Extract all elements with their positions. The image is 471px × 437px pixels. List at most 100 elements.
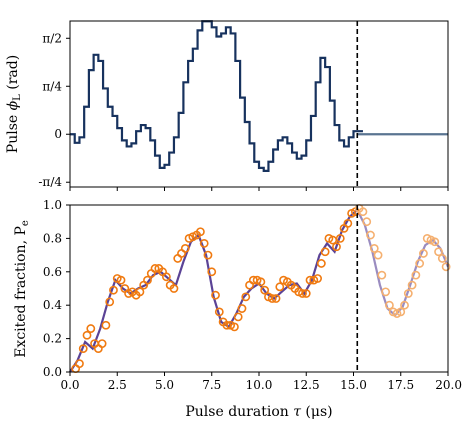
- bottom-x-axis-label-unit: (μs): [301, 404, 333, 420]
- data-point: [343, 218, 353, 228]
- bottom-y-ticks: 0.0 0.2 0.4 0.6 0.8 1.0: [43, 198, 70, 379]
- bottom-x-tick-label: 7.5: [202, 378, 221, 392]
- bottom-x-axis-label: Pulse duration τ (μs): [185, 404, 332, 420]
- data-point: [396, 307, 406, 317]
- data-point: [298, 289, 307, 298]
- bottom-y-tick-label: 0.2: [43, 332, 62, 346]
- data-point: [437, 254, 447, 263]
- data-point: [230, 322, 239, 332]
- data-point: [233, 312, 243, 322]
- data-point: [415, 259, 425, 268]
- data-point: [97, 339, 107, 349]
- data-point: [335, 233, 345, 243]
- top-y-tick-label: -π/4: [38, 175, 62, 189]
- bottom-x-tick-label: 15.0: [340, 378, 367, 392]
- data-point: [116, 275, 126, 285]
- bottom-x-tick-label: 17.5: [387, 378, 414, 392]
- data-point: [245, 280, 254, 290]
- data-point: [271, 294, 281, 303]
- data-point: [211, 290, 220, 300]
- data-point: [101, 320, 111, 330]
- data-point: [407, 280, 417, 290]
- bottom-y-axis-label: Excited fraction, Pe: [13, 220, 31, 358]
- top-y-axis-label: Pulse ϕL (rad): [5, 55, 23, 153]
- bottom-y-axis-label-subscript: e: [20, 220, 31, 226]
- bottom-x-axis-label-symbol: τ: [293, 404, 301, 420]
- data-point: [169, 284, 179, 293]
- data-point: [143, 275, 152, 285]
- top-x-ticks: [69, 187, 449, 191]
- bottom-x-ticks: 0.0 2.5 5.0 7.5 10.0 12.5 15.0 17.5 20.0: [60, 372, 462, 392]
- model-line-1: [356, 209, 450, 317]
- data-point: [260, 285, 270, 295]
- data-point: [135, 287, 145, 297]
- bottom-y-tick-label: 0.0: [43, 365, 62, 379]
- data-point: [385, 300, 394, 310]
- top-y-axis-label-unit: (rad): [5, 55, 21, 94]
- data-point: [78, 344, 88, 354]
- top-y-tick-label: π/4: [42, 79, 62, 93]
- bottom-y-tick-label: 0.6: [43, 265, 62, 279]
- data-point: [313, 274, 322, 283]
- data-point: [267, 294, 277, 303]
- data-point: [207, 267, 217, 277]
- top-y-ticks: -π/4 0 π/4 π/2: [38, 31, 70, 189]
- data-point: [180, 244, 190, 253]
- data-point: [82, 330, 92, 340]
- data-point: [373, 250, 383, 260]
- data-point: [86, 324, 96, 333]
- data-point: [241, 292, 251, 302]
- data-point: [358, 207, 368, 217]
- data-point: [93, 344, 103, 354]
- data-point: [173, 254, 183, 263]
- data-point: [400, 300, 409, 310]
- data-point: [196, 227, 205, 237]
- data-point: [430, 237, 440, 247]
- bottom-x-tick-label: 20.0: [435, 378, 462, 392]
- data-point: [199, 239, 209, 248]
- top-y-axis-label-text: Pulse: [5, 110, 21, 153]
- pulse-phase-series: [70, 20, 448, 172]
- data-point: [301, 289, 311, 298]
- data-point: [275, 282, 285, 292]
- data-point: [362, 217, 372, 227]
- bottom-y-tick-label: 1.0: [43, 198, 62, 212]
- data-point: [441, 262, 451, 272]
- bottom-y-axis-label-text: Excited fraction, P: [13, 226, 29, 358]
- top-panel: -π/4 0 π/4 π/2 Pulse ϕL (rad): [5, 20, 449, 191]
- bottom-y-tick-label: 0.8: [43, 231, 62, 245]
- data-point: [332, 242, 341, 252]
- data-point: [381, 287, 391, 297]
- bottom-x-tick-label: 5.0: [155, 378, 174, 392]
- top-y-axis-label-subscript: L: [12, 94, 23, 101]
- excited-fraction-series: [69, 203, 451, 374]
- data-point: [150, 264, 160, 273]
- data-point: [411, 270, 421, 280]
- data-point: [237, 304, 247, 313]
- data-point: [434, 247, 443, 257]
- data-point: [203, 250, 213, 260]
- top-y-axis-label-symbol: ϕ: [5, 100, 21, 110]
- bottom-x-tick-label: 10.0: [246, 378, 273, 392]
- data-point: [109, 285, 118, 295]
- data-point: [403, 289, 413, 298]
- data-point: [105, 297, 115, 307]
- top-y-tick-label: π/2: [42, 31, 62, 45]
- data-point: [316, 259, 326, 268]
- data-point: [214, 307, 224, 317]
- data-point: [75, 359, 84, 369]
- data-point: [377, 270, 387, 280]
- data-point: [369, 244, 379, 253]
- top-y-tick-label: 0: [54, 127, 62, 141]
- bottom-x-tick-label: 0.0: [60, 378, 79, 392]
- data-point: [366, 230, 375, 240]
- bottom-y-tick-label: 0.4: [43, 298, 62, 312]
- bottom-axes-frame: [69, 204, 449, 373]
- bottom-x-axis-label-text: Pulse duration: [185, 404, 293, 420]
- pulse-line-0: [70, 20, 363, 172]
- data-point: [320, 247, 330, 257]
- model-line-0: [69, 209, 359, 373]
- data-point: [161, 272, 171, 282]
- bottom-panel: 0.0 0.2 0.4 0.6 0.8 1.0 0.0 2.5 5.0 7.5 10.0 12.5 1…: [13, 198, 462, 420]
